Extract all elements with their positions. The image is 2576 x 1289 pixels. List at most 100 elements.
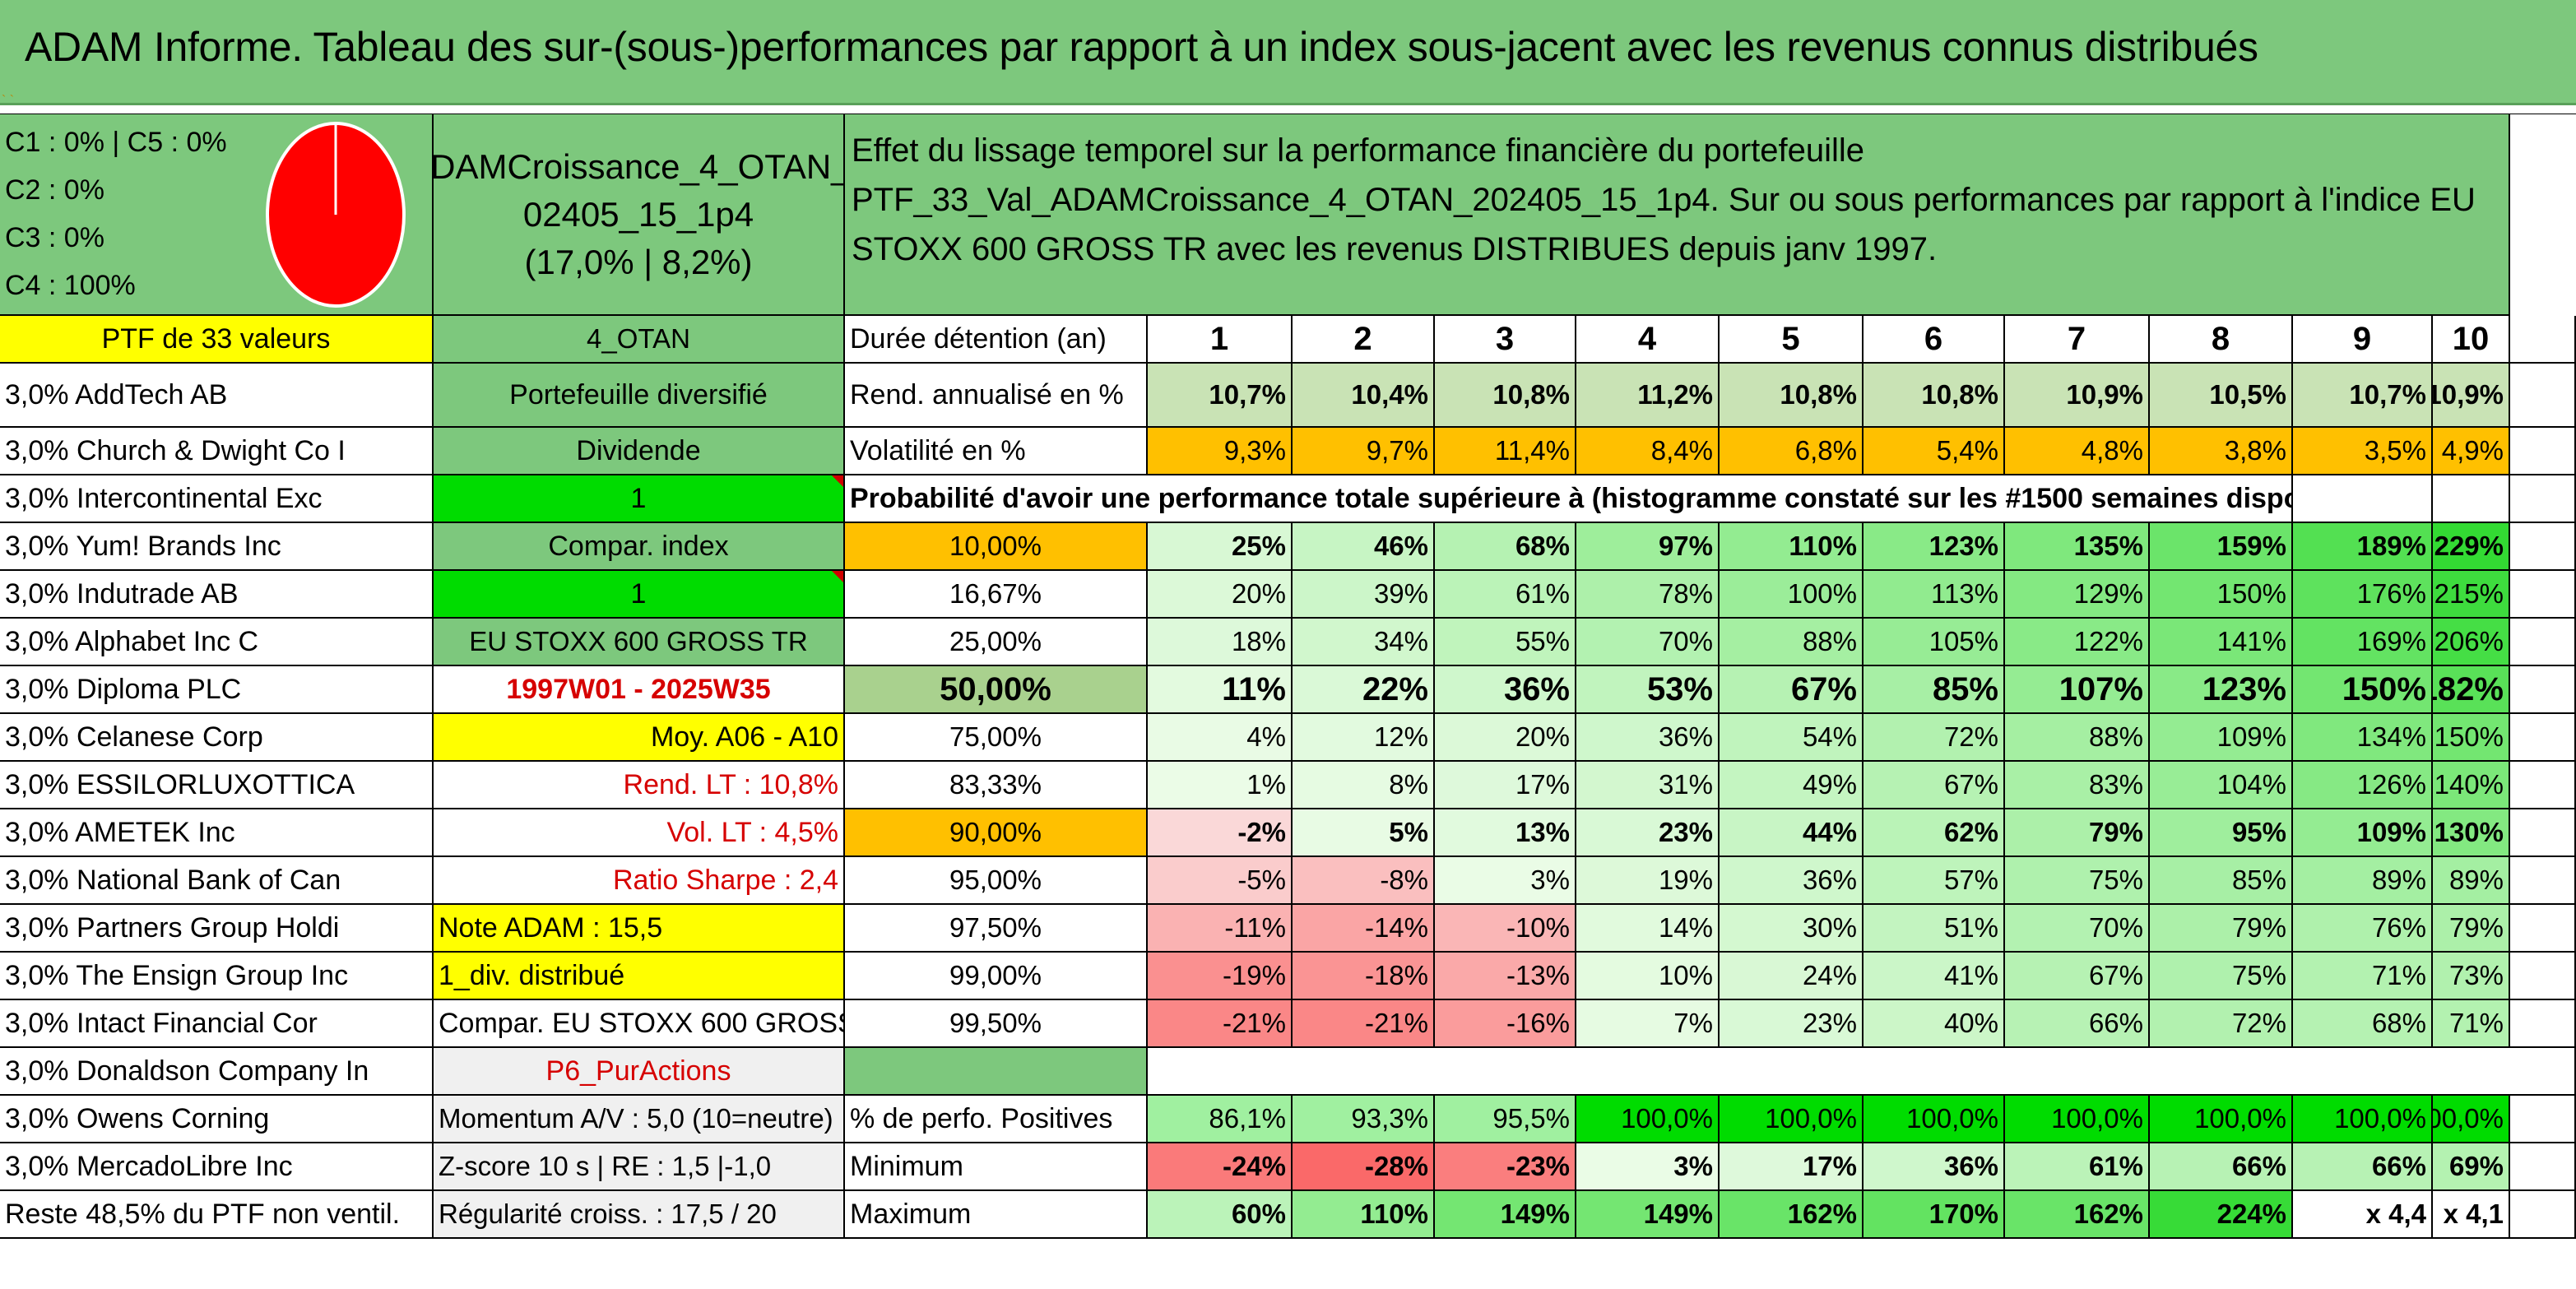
info-cell: 1997W01 - 2025W35	[434, 666, 845, 714]
quantile-value: 12%	[1293, 714, 1435, 762]
quantile-value: 75%	[2150, 953, 2293, 1000]
spacer-cell	[2510, 523, 2576, 571]
quantile-value: 76%	[2293, 905, 2433, 953]
quantile-value: 182%	[2433, 666, 2510, 714]
quantile-value: -13%	[1435, 953, 1576, 1000]
quantile-value: -21%	[1293, 1000, 1435, 1048]
quantile-value: 8%	[1293, 762, 1435, 809]
return-value: 11,2%	[1576, 364, 1720, 428]
quantile-value: 123%	[1864, 523, 2005, 571]
quantile-value: 17%	[1435, 762, 1576, 809]
quantile-value: -21%	[1148, 1000, 1293, 1048]
spacer-cell	[2510, 809, 2576, 857]
quantile-value: 66%	[2005, 1000, 2150, 1048]
info-cell: Rend. LT : 10,8%	[434, 762, 845, 809]
quantile-value: 51%	[1864, 905, 2005, 953]
portfolio-name-line-3: (17,0% | 8,2%)	[524, 242, 753, 281]
positives-value: 100,0%	[2150, 1096, 2293, 1143]
info-strategy: 4_OTAN	[434, 316, 845, 364]
quantile-value: 71%	[2293, 953, 2433, 1000]
quantile-value: -11%	[1148, 905, 1293, 953]
holding-item: 3,0% National Bank of Can	[0, 857, 434, 905]
volatility-value: 4,9%	[2433, 428, 2510, 475]
quantile-label: 25,00%	[845, 619, 1148, 666]
year-header: 8	[2150, 316, 2293, 364]
maximum-value: 162%	[1720, 1191, 1864, 1239]
return-value: 10,8%	[1435, 364, 1576, 428]
volatility-value: 9,3%	[1148, 428, 1293, 475]
spacer-cell	[2510, 475, 2576, 523]
quantile-value: 62%	[1864, 809, 2005, 857]
spacer-cell	[2510, 1191, 2576, 1239]
quantile-value: 135%	[2005, 523, 2150, 571]
quantile-label: 99,50%	[845, 1000, 1148, 1048]
quantile-value: 14%	[1576, 905, 1720, 953]
quantile-value: 79%	[2150, 905, 2293, 953]
title-bar: ADAM Informe. Tableau des sur-(sous-)per…	[0, 0, 2576, 108]
empty-cell	[845, 1048, 1148, 1096]
quantile-label: 16,67%	[845, 571, 1148, 619]
quantile-value: 39%	[1293, 571, 1435, 619]
quantile-value: 79%	[2005, 809, 2150, 857]
info-cell: Z-score 10 s | RE : 1,5 |-1,0	[434, 1143, 845, 1191]
quantile-value: 41%	[1864, 953, 2005, 1000]
return-value: 10,5%	[2150, 364, 2293, 428]
quantile-value: 75%	[2005, 857, 2150, 905]
quantile-value: 54%	[1720, 714, 1864, 762]
quantile-value: 71%	[2433, 1000, 2510, 1048]
minimum-value: 69%	[2433, 1143, 2510, 1191]
quantile-value: 105%	[1864, 619, 2005, 666]
quantile-value: 1%	[1148, 762, 1293, 809]
spacer-cell	[2510, 666, 2576, 714]
spacer-cell	[2510, 571, 2576, 619]
quantile-value: 79%	[2433, 905, 2510, 953]
maximum-label: Maximum	[845, 1191, 1148, 1239]
quantile-value: 67%	[2005, 953, 2150, 1000]
quantile-value: 104%	[2150, 762, 2293, 809]
quantile-value: 40%	[1864, 1000, 2005, 1048]
quantile-value: -2%	[1148, 809, 1293, 857]
category-c3: C3 : 0%	[5, 221, 104, 253]
quantile-value: 4%	[1148, 714, 1293, 762]
quantile-value: 126%	[2293, 762, 2433, 809]
year-header: 9	[2293, 316, 2433, 364]
info-cell: 1	[434, 571, 845, 619]
return-value: 10,8%	[1720, 364, 1864, 428]
minimum-value: -24%	[1148, 1143, 1293, 1191]
quantile-value: -10%	[1435, 905, 1576, 953]
volatility-value: 3,5%	[2293, 428, 2433, 475]
quantile-value: 20%	[1148, 571, 1293, 619]
quantile-value: 31%	[1576, 762, 1720, 809]
maximum-value: x 4,1	[2433, 1191, 2510, 1239]
category-legend: C1 : 0% | C5 : 0% C2 : 0% C3 : 0% C4 : 1…	[0, 114, 434, 316]
maximum-value: 170%	[1864, 1191, 2005, 1239]
holding-item: 3,0% Donaldson Company In	[0, 1048, 434, 1096]
quantile-value: 110%	[1720, 523, 1864, 571]
quantile-value: 53%	[1576, 666, 1720, 714]
quantile-value: 20%	[1435, 714, 1576, 762]
holding-item: 3,0% Owens Corning	[0, 1096, 434, 1143]
quantile-label: 99,00%	[845, 953, 1148, 1000]
positives-value: 100,0%	[2433, 1096, 2510, 1143]
quantile-value: 100%	[1720, 571, 1864, 619]
quantile-value: 67%	[1864, 762, 2005, 809]
portfolio-name-line-2: 02405_15_1p4	[522, 194, 754, 234]
positives-value: 86,1%	[1148, 1096, 1293, 1143]
year-header: 2	[1293, 316, 1435, 364]
spacer-cell	[2510, 857, 2576, 905]
info-cell: Ratio Sharpe : 2,4	[434, 857, 845, 905]
quantile-value: 72%	[2150, 1000, 2293, 1048]
quantile-value: 113%	[1864, 571, 2005, 619]
probability-label: Probabilité d'avoir une performance tota…	[845, 475, 2293, 523]
volatility-value: 3,8%	[2150, 428, 2293, 475]
holding-item: 3,0% Partners Group Holdi	[0, 905, 434, 953]
return-value: 10,4%	[1293, 364, 1435, 428]
minimum-value: -23%	[1435, 1143, 1576, 1191]
holding-item: 3,0% ESSILORLUXOTTICA	[0, 762, 434, 809]
info-cell: EU STOXX 600 GROSS TR	[434, 619, 845, 666]
quantile-value: 150%	[2433, 714, 2510, 762]
holding-item: 3,0% Celanese Corp	[0, 714, 434, 762]
quantile-value: 10%	[1576, 953, 1720, 1000]
maximum-value: 224%	[2150, 1191, 2293, 1239]
holding-item: 3,0% AddTech AB	[0, 364, 434, 428]
